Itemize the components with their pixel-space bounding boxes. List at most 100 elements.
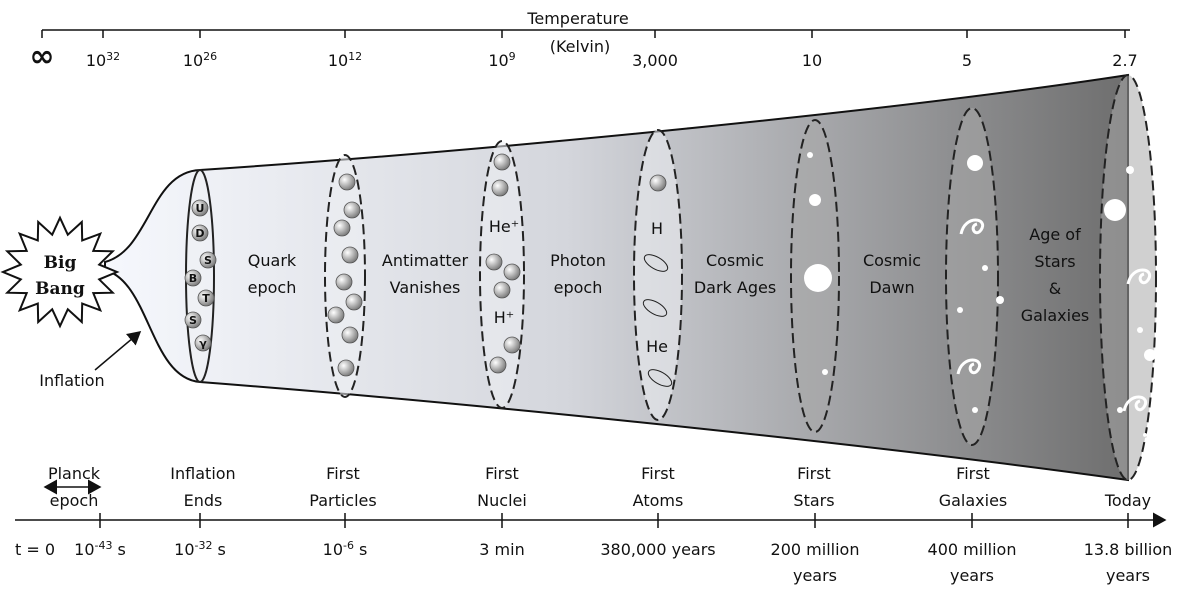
temperature-label: ∞	[30, 39, 55, 74]
star-dot	[1144, 349, 1156, 361]
particle	[333, 219, 351, 237]
time-label: years	[1106, 566, 1150, 585]
particle	[493, 153, 511, 171]
temperature-title: Temperature	[526, 9, 628, 28]
event-label: Inflation	[170, 464, 235, 483]
star-dot	[1117, 407, 1123, 413]
event-label: First	[641, 464, 675, 483]
temperature-label: 10	[802, 51, 822, 70]
temperature-label: 2.7	[1112, 51, 1137, 70]
quark-label: γ	[199, 337, 207, 350]
base: 10	[86, 51, 106, 70]
exponent: 9	[509, 50, 516, 63]
era-label: Cosmic	[863, 251, 921, 270]
star-dot	[967, 155, 983, 171]
star-dot	[1143, 433, 1147, 437]
particle	[197, 289, 215, 307]
particle	[341, 246, 359, 264]
galaxy-spiral	[956, 358, 982, 375]
time-label: 3 min	[479, 540, 524, 559]
event-label: Ends	[184, 491, 223, 510]
exponent: 26	[203, 50, 217, 63]
orbit	[642, 299, 668, 317]
particle	[194, 334, 212, 352]
galaxy-spiral	[1126, 268, 1152, 285]
particle	[343, 201, 361, 219]
particle	[503, 336, 521, 354]
inflation-arrow	[94, 331, 142, 371]
exponent: 12	[348, 50, 362, 63]
time-label: years	[793, 566, 837, 585]
big-bang-burst	[0, 215, 120, 329]
temperature-label: 1032	[86, 50, 120, 71]
particle	[485, 253, 503, 271]
base: 10	[74, 540, 94, 559]
quark-label: D	[195, 227, 204, 240]
galaxy-spiral	[1122, 395, 1148, 412]
event-label: Stars	[793, 491, 834, 510]
event-label: Nuclei	[477, 491, 527, 510]
quark-label: T	[202, 292, 210, 305]
cross-section	[633, 129, 683, 421]
time-label: 380,000 years	[600, 540, 715, 559]
big-bang-label: Big	[44, 253, 77, 273]
particle	[341, 326, 359, 344]
particle	[489, 356, 507, 374]
particle	[191, 199, 209, 217]
event-label: Particles	[309, 491, 376, 510]
particle	[184, 269, 202, 287]
base: 10	[328, 51, 348, 70]
big-bang-label: Bang	[35, 279, 85, 299]
nucleus-label: He⁺	[489, 217, 519, 236]
quark-label: B	[189, 272, 197, 285]
particle	[493, 281, 511, 299]
era-label: epoch	[248, 278, 297, 297]
event-label: epoch	[50, 491, 99, 510]
era-label: epoch	[554, 278, 603, 297]
time-label: 400 million	[928, 540, 1017, 559]
star-dot	[809, 194, 821, 206]
quark-label: S	[204, 254, 212, 267]
exponent: -6	[343, 539, 354, 552]
particle	[327, 306, 345, 324]
era-label: Photon	[550, 251, 606, 270]
event-label: First	[485, 464, 519, 483]
particle	[503, 263, 521, 281]
particle	[335, 273, 353, 291]
event-label: First	[797, 464, 831, 483]
era-label: Dark Ages	[694, 278, 776, 297]
time-label: 10-32 s	[174, 539, 226, 560]
particle	[345, 293, 363, 311]
base: 10	[488, 51, 508, 70]
inflation-label: Inflation	[39, 371, 104, 390]
temperature-label: 3,000	[632, 51, 678, 70]
event-label: Galaxies	[939, 491, 1008, 510]
star-dot	[972, 407, 978, 413]
era-label: &	[1049, 279, 1061, 298]
time-label: 200 million	[771, 540, 860, 559]
era-label: Stars	[1034, 252, 1075, 271]
event-label: Today	[1104, 491, 1151, 510]
orbit	[647, 369, 673, 387]
star-dot	[982, 265, 988, 271]
star-dot	[1104, 199, 1126, 221]
base: 10	[174, 540, 194, 559]
era-label: Antimatter	[382, 251, 469, 270]
star-dot	[1126, 166, 1134, 174]
unit: s	[117, 540, 125, 559]
era-label: Vanishes	[390, 278, 461, 297]
cross-section	[945, 107, 999, 446]
orbit	[643, 254, 669, 272]
atom-label: H	[651, 219, 663, 238]
time-label: 10-6 s	[323, 539, 368, 560]
exponent: -32	[195, 539, 213, 552]
era-label: Age of	[1029, 225, 1081, 244]
star-dot	[996, 296, 1004, 304]
temperature-label: 1026	[183, 50, 217, 71]
temperature-label: 1012	[328, 50, 362, 71]
base: 10	[323, 540, 343, 559]
cross-section	[1099, 74, 1157, 481]
event-label: First	[326, 464, 360, 483]
temperature-label: 109	[488, 50, 515, 71]
